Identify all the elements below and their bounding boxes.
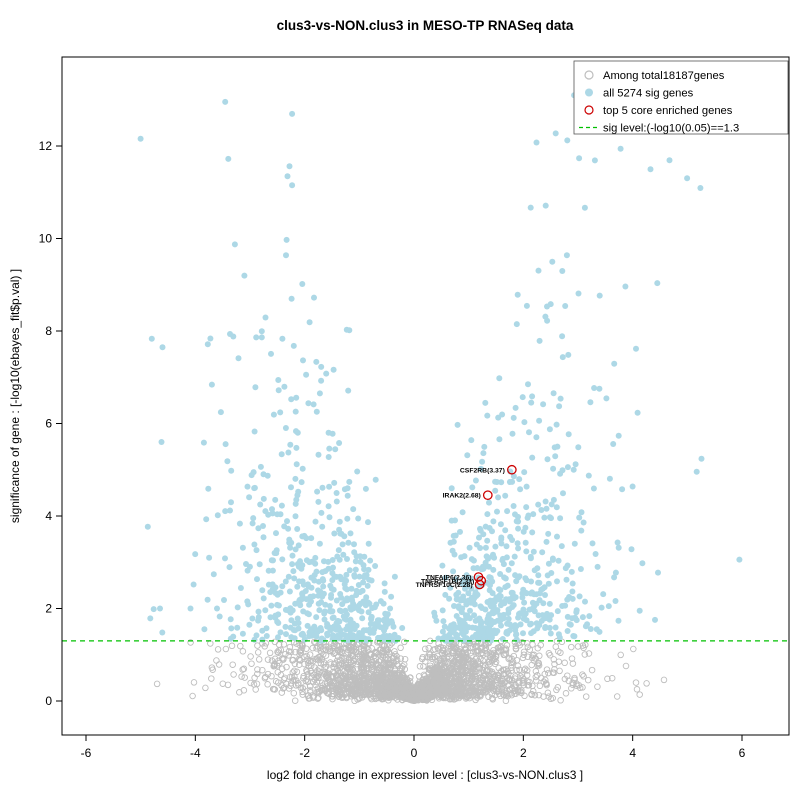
legend-item-sigline: sig level:(-log10(0.05)==1.3 xyxy=(603,123,739,135)
y-tick-label: 8 xyxy=(45,324,52,338)
enriched-gene-label: TNFAIP6(2.36) xyxy=(426,575,472,582)
enriched-genes-layer: CSF2RB(3.37) IRAK2(2.68) TNFAIP6(2.36)TNFR… xyxy=(416,464,517,590)
axes-layer: -6 -4 -2 0 2 4 6 0 2 4 6 8 10 12 xyxy=(39,56,790,760)
x-tick-label: 6 xyxy=(739,746,746,760)
x-tick-label: 4 xyxy=(629,746,636,760)
legend-box xyxy=(573,60,789,135)
x-tick-label: 0 xyxy=(411,746,418,760)
legend-item-total: Among total18187genes xyxy=(603,70,725,82)
chart-title: clus3-vs-NON.clus3 in MESO-TP RNASeq dat… xyxy=(277,18,574,33)
sig-points xyxy=(137,90,743,644)
plot-box xyxy=(61,56,790,736)
legend-symbol-2 xyxy=(584,105,594,115)
legend-symbols xyxy=(579,70,599,129)
y-tick-label: 0 xyxy=(45,694,52,708)
y-axis-label: significance of gene : [-log10(ebayes_fi… xyxy=(8,269,22,523)
enriched-gene-label: CSF2RB(3.37) xyxy=(460,467,505,474)
legend: Among total18187genes all 5274 sig genes… xyxy=(573,60,789,135)
data-points-layer xyxy=(137,90,743,705)
enriched-gene-point xyxy=(474,579,485,590)
enriched-gene-point xyxy=(482,490,493,501)
y-tick-label: 6 xyxy=(45,417,52,431)
legend-item-enriched: top 5 core enriched genes xyxy=(603,105,733,117)
x-tick-label: -6 xyxy=(81,746,92,760)
y-tick-label: 4 xyxy=(45,509,52,523)
x-tick-label: -4 xyxy=(190,746,201,760)
x-tick-label: 2 xyxy=(520,746,527,760)
y-tick-label: 10 xyxy=(39,232,53,246)
legend-symbol-0 xyxy=(584,70,594,80)
enriched-gene-point xyxy=(507,464,517,475)
enriched-gene-label: IRAK2(2.68) xyxy=(443,493,481,500)
nonsig-points xyxy=(153,637,668,705)
x-axis-label: log2 fold change in expression level : [… xyxy=(267,768,583,782)
enriched-gene-label: TNFRSF1B(2.33) xyxy=(421,578,474,585)
y-tick-label: 2 xyxy=(45,602,52,616)
legend-item-sig: all 5274 sig genes xyxy=(603,88,694,100)
legend-symbol-1 xyxy=(585,88,593,97)
y-tick-label: 12 xyxy=(39,139,53,153)
enriched-gene-label: TNFRSF10C(2.28) xyxy=(416,582,473,589)
x-tick-label: -2 xyxy=(299,746,310,760)
